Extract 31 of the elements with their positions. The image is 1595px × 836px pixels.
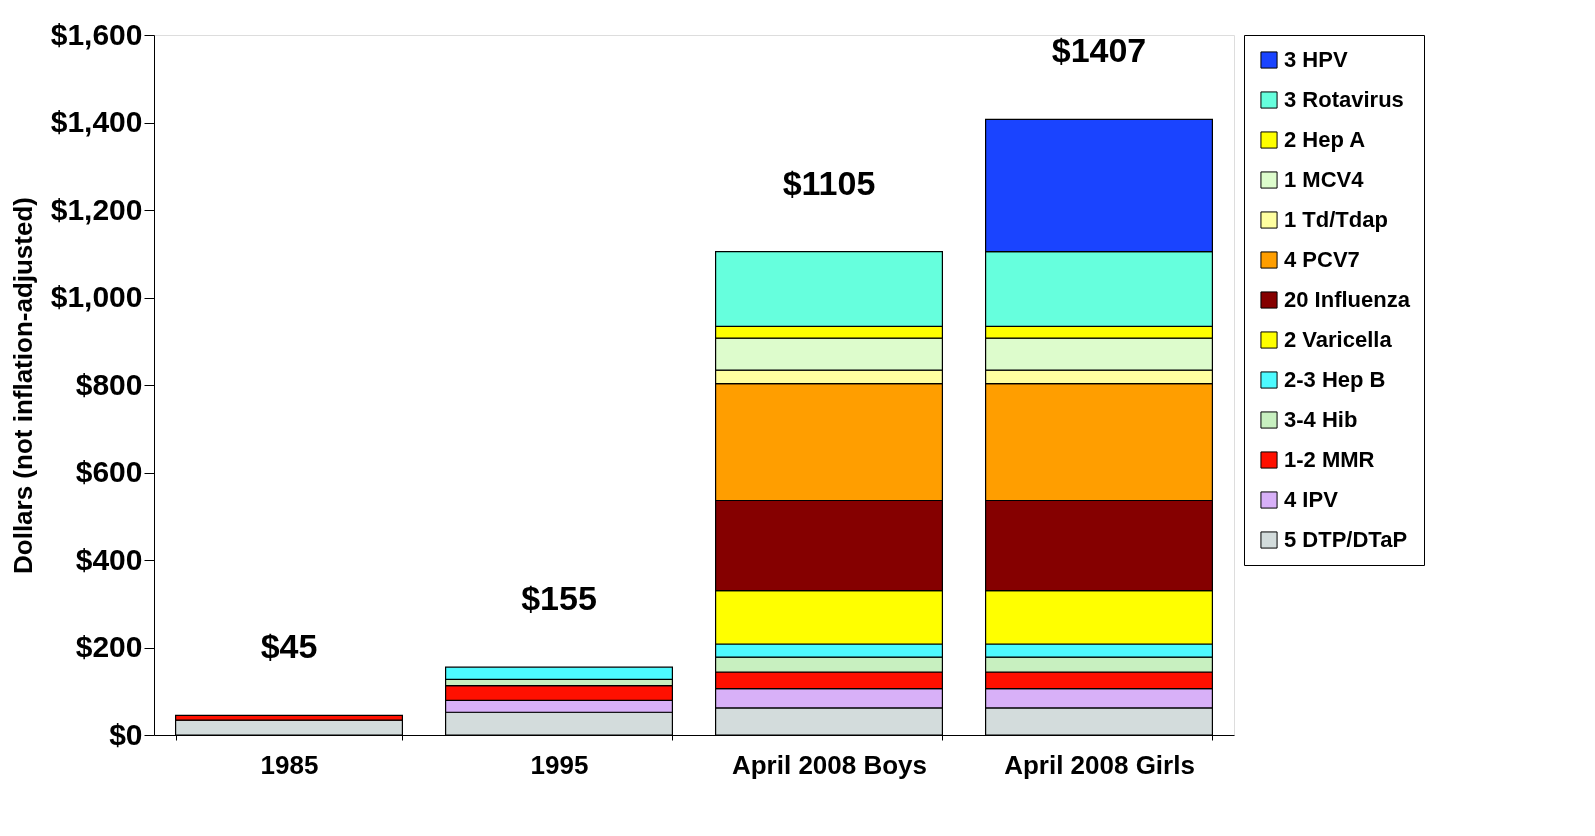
y-tick-label: $600 [75, 455, 143, 488]
total-label: $1407 [1051, 31, 1147, 70]
legend-label: 5 DTP/DTaP [1284, 527, 1408, 552]
legend-label: 3-4 Hib [1284, 407, 1358, 432]
legend-label: 3 HPV [1284, 47, 1348, 72]
legend-label: 1-2 MMR [1284, 447, 1375, 472]
legend-label: 1 MCV4 [1284, 167, 1365, 192]
legend-label: 2-3 Hep B [1284, 367, 1386, 392]
x-tick-label: April 2008 Boys [731, 749, 928, 780]
y-tick-label: $1,400 [50, 105, 143, 138]
legend-label: 3 Rotavirus [1284, 87, 1404, 112]
y-tick-label: $1,600 [50, 17, 143, 51]
total-label: $155 [521, 579, 597, 618]
legend-label: 1 Td/Tdap [1284, 207, 1388, 232]
x-tick-label: April 2008 Girls [1004, 749, 1195, 780]
y-tick-label: $400 [75, 542, 143, 576]
legend-label: 20 Influenza [1284, 287, 1411, 312]
y-axis-title: Dollars (not inflation-adjusted) [7, 197, 38, 574]
y-tick-label: $1,200 [50, 192, 143, 226]
x-tick-label: 1985 [260, 749, 319, 780]
total-label: $1105 [782, 163, 876, 202]
y-tick-label: $0 [109, 717, 143, 751]
total-label: $45 [260, 627, 318, 666]
legend-label: 4 IPV [1284, 487, 1339, 512]
x-tick-label: 1995 [530, 749, 589, 780]
legend-label: 2 Hep A [1284, 127, 1366, 152]
y-tick-label: $200 [75, 630, 143, 663]
legend-label: 4 PCV7 [1284, 247, 1360, 272]
y-tick-label: $800 [75, 367, 143, 401]
legend-label: 2 Varicella [1284, 327, 1393, 352]
y-tick-label: $1,000 [50, 280, 143, 313]
